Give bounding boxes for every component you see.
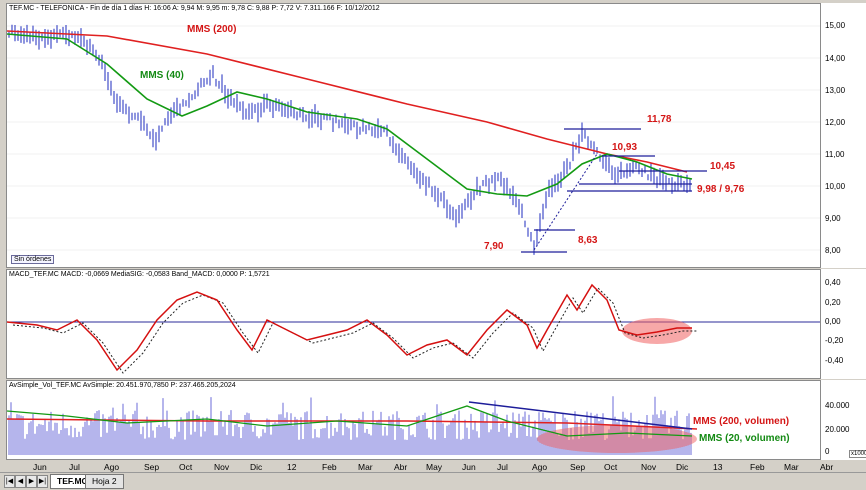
price-tick: 15,00 [825, 21, 846, 30]
x-tick: May [426, 462, 443, 472]
volume-unit: x1000 [849, 450, 866, 458]
volume-header: AvSimple_Vol_TEF.MC AvSimple: 20.451.970… [9, 382, 236, 389]
price-panel[interactable]: TEF.MC - TELEFONICA - Fin de día 1 días … [6, 3, 848, 268]
price-tick: 8,00 [825, 246, 841, 255]
mms200-label: MMS (200) [187, 24, 237, 35]
x-tick: Ago [532, 462, 548, 472]
price-y-axis: 15,00 14,00 13,00 12,00 11,00 10,00 9,00… [820, 3, 866, 268]
level-10-45-label: 10,45 [710, 161, 736, 172]
x-tick: Dic [676, 462, 689, 472]
x-tick: Jul [69, 462, 80, 472]
next-sheet-button[interactable]: ▶ [26, 475, 37, 488]
macd-chart[interactable] [7, 270, 821, 378]
x-tick: Oct [179, 462, 193, 472]
no-orders-badge[interactable]: Sin órdenes [11, 255, 55, 264]
macd-highlight [622, 318, 692, 344]
mms40-line [7, 33, 693, 197]
x-tick: Oct [604, 462, 618, 472]
volume-y-axis: 40.000 20.000 0 x1000 [820, 380, 866, 460]
macd-tick: 0,00 [825, 317, 841, 326]
macd-panel[interactable]: MACD_TEF.MC MACD: -0,0669 MediaSIG: -0,0… [6, 269, 848, 379]
price-tick: 11,00 [825, 150, 845, 159]
price-tick: 10,00 [825, 182, 846, 191]
mms40-label: MMS (40) [140, 70, 184, 81]
mms20-volume-label: MMS (20, volumen) [699, 433, 790, 444]
macd-header: MACD_TEF.MC MACD: -0,0669 MediaSIG: -0,0… [9, 271, 270, 278]
volume-highlight [537, 425, 697, 453]
sheet-tab-bar: |◀ ◀ ▶ ▶| TEF.MC Hoja 2 [0, 472, 866, 490]
price-tick: 9,00 [825, 214, 841, 223]
volume-chart[interactable] [7, 381, 821, 459]
tab-hoja-2[interactable]: Hoja 2 [85, 474, 124, 489]
x-tick: Jun [462, 462, 476, 472]
macd-tick: 0,40 [825, 278, 841, 287]
volume-mms200-line [7, 418, 698, 430]
prev-sheet-button[interactable]: ◀ [15, 475, 26, 488]
price-tick: 14,00 [825, 54, 846, 63]
macd-signal-line [12, 287, 698, 374]
macd-tick: 0,20 [825, 298, 841, 307]
volume-tick: 0 [825, 447, 830, 456]
price-header: TEF.MC - TELEFONICA - Fin de día 1 días … [9, 5, 380, 12]
x-tick: Feb [750, 462, 765, 472]
macd-tick: -0,20 [825, 336, 844, 345]
mms200-volume-label: MMS (200, volumen) [693, 416, 790, 427]
x-tick: 12 [287, 462, 297, 472]
x-tick: Jul [497, 462, 508, 472]
trend-line [533, 153, 598, 251]
x-tick: Sep [144, 462, 160, 472]
mms200-line [7, 30, 688, 173]
x-tick: Dic [250, 462, 263, 472]
x-tick: Nov [214, 462, 230, 472]
x-tick: Jun [33, 462, 47, 472]
x-tick: Ago [104, 462, 120, 472]
macd-line [7, 283, 692, 372]
volume-tick: 20.000 [825, 425, 850, 434]
x-tick: Sep [570, 462, 586, 472]
volume-panel[interactable]: AvSimple_Vol_TEF.MC AvSimple: 20.451.970… [6, 380, 848, 460]
x-tick: Feb [322, 462, 337, 472]
volume-trend-line [468, 401, 693, 430]
x-tick: 13 [713, 462, 723, 472]
price-tick: 12,00 [825, 118, 846, 127]
first-sheet-button[interactable]: |◀ [4, 475, 15, 488]
volume-tick: 40.000 [825, 401, 850, 410]
level-9-98-label: 9,98 / 9,76 [697, 184, 745, 195]
level-10-93-label: 10,93 [612, 142, 638, 153]
level-8-63-label: 8,63 [578, 235, 598, 246]
x-tick: Abr [820, 462, 834, 472]
x-tick: Abr [394, 462, 408, 472]
price-tick: 13,00 [825, 86, 846, 95]
last-sheet-button[interactable]: ▶| [37, 475, 48, 488]
price-chart[interactable] [7, 4, 821, 267]
level-7-90-label: 7,90 [484, 241, 504, 252]
macd-tick: -0,40 [825, 356, 844, 365]
level-11-78-label: 11,78 [647, 114, 672, 125]
macd-y-axis: 0,40 0,20 0,00 -0,20 -0,40 [820, 269, 866, 379]
x-tick: Nov [641, 462, 657, 472]
volume-mms20-line [7, 405, 693, 437]
x-tick: Mar [358, 462, 373, 472]
x-tick: Mar [784, 462, 799, 472]
